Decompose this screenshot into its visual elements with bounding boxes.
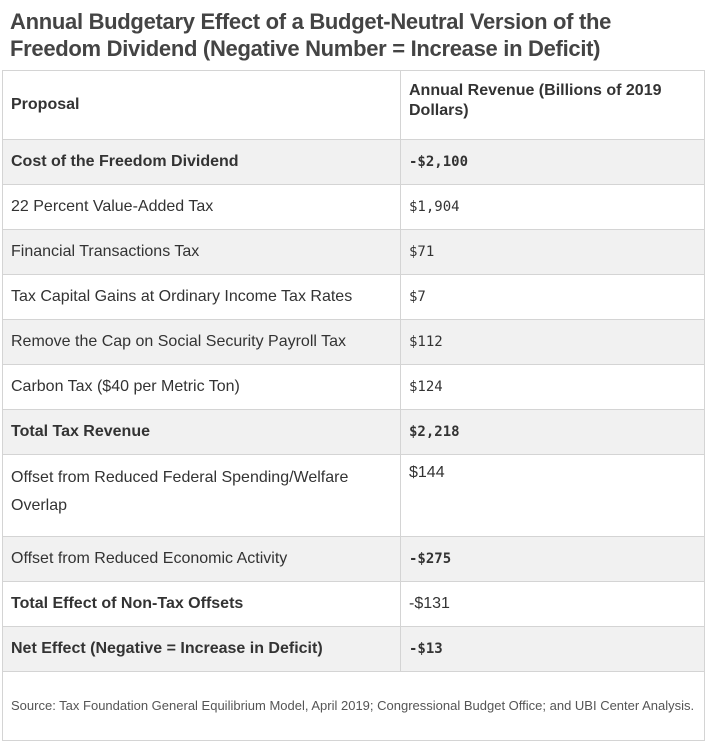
row-label: Total Effect of Non-Tax Offsets [2,581,401,627]
table-row: Total Tax Revenue $2,218 [2,409,705,455]
header-annual-revenue: Annual Revenue (Billions of 2019 Dollars… [400,70,705,140]
row-label: Offset from Reduced Federal Spending/Wel… [2,454,401,537]
table-row: Net Effect (Negative = Increase in Defic… [2,626,705,672]
row-value: -$13 [400,626,705,672]
table-row: Remove the Cap on Social Security Payrol… [2,319,705,365]
row-value: -$2,100 [400,139,705,185]
table-row: Offset from Reduced Economic Activity -$… [2,536,705,582]
source-row: Source: Tax Foundation General Equilibri… [2,671,705,741]
header-proposal: Proposal [2,70,401,140]
row-label: 22 Percent Value-Added Tax [2,184,401,230]
table-row: 22 Percent Value-Added Tax $1,904 [2,184,705,230]
row-label: Tax Capital Gains at Ordinary Income Tax… [2,274,401,320]
row-value: -$275 [400,536,705,582]
budget-table: Proposal Annual Revenue (Billions of 201… [2,70,705,741]
row-label: Net Effect (Negative = Increase in Defic… [2,626,401,672]
row-value: $7 [400,274,705,320]
row-value: $144 [400,454,705,537]
row-label: Carbon Tax ($40 per Metric Ton) [2,364,401,410]
row-label: Offset from Reduced Economic Activity [2,536,401,582]
row-value: $2,218 [400,409,705,455]
row-value: $71 [400,229,705,275]
row-value: $1,904 [400,184,705,230]
table-row: Financial Transactions Tax $71 [2,229,705,275]
table-row: Offset from Reduced Federal Spending/Wel… [2,454,705,537]
table-title: Annual Budgetary Effect of a Budget-Neut… [10,9,612,61]
table-row: Cost of the Freedom Dividend -$2,100 [2,139,705,185]
row-label: Cost of the Freedom Dividend [2,139,401,185]
row-value: -$131 [400,581,705,627]
row-value: $124 [400,364,705,410]
source-note: Source: Tax Foundation General Equilibri… [2,671,705,741]
row-label: Remove the Cap on Social Security Payrol… [2,319,401,365]
row-value: $112 [400,319,705,365]
table-row: Total Effect of Non-Tax Offsets -$131 [2,581,705,627]
table-row: Tax Capital Gains at Ordinary Income Tax… [2,274,705,320]
table-row: Carbon Tax ($40 per Metric Ton) $124 [2,364,705,410]
row-label: Financial Transactions Tax [2,229,401,275]
table-header-row: Proposal Annual Revenue (Billions of 201… [2,70,705,140]
row-label: Total Tax Revenue [2,409,401,455]
